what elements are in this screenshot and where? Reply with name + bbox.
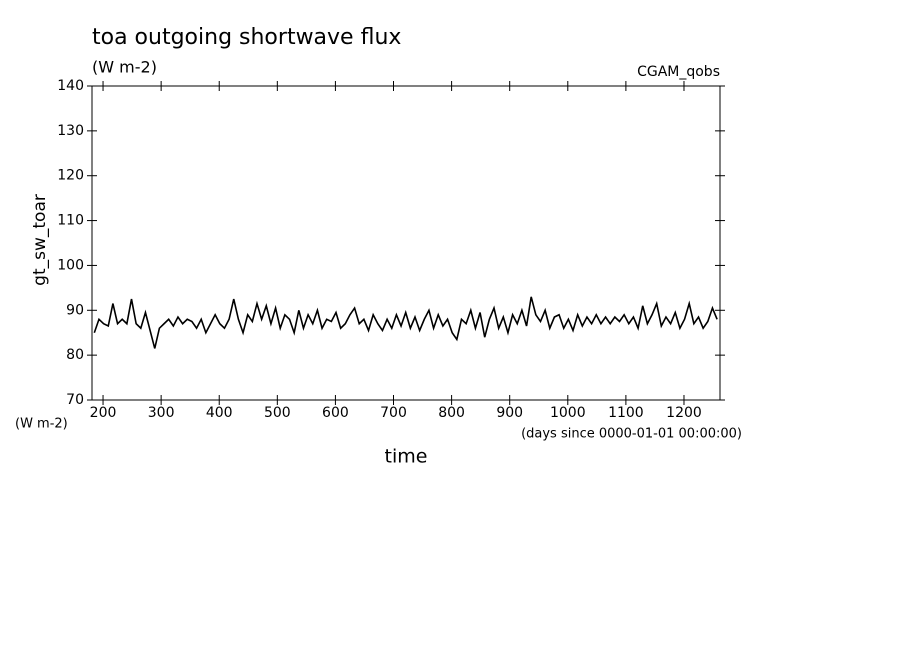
- x-tick-label: 400: [206, 405, 233, 421]
- x-tick-label: 1100: [608, 405, 644, 421]
- y-tick-label: 90: [66, 302, 84, 318]
- y-units: (W m-2): [15, 417, 68, 432]
- x-tick-label: 800: [438, 405, 465, 421]
- y-tick-label: 80: [66, 347, 84, 363]
- y-tick-label: 100: [57, 257, 84, 273]
- x-tick-label: 200: [90, 405, 117, 421]
- x-tick-label: 700: [380, 405, 407, 421]
- y-tick-label: 120: [57, 168, 84, 184]
- plot-frame: [91, 85, 721, 401]
- subtitle: (W m-2): [92, 58, 157, 77]
- y-tick-label: 110: [57, 213, 84, 229]
- x-units: (days since 0000-01-01 00:00:00): [521, 427, 742, 442]
- x-tick-label: 1000: [550, 405, 586, 421]
- data-line: [93, 296, 718, 349]
- x-tick-label: 1200: [666, 405, 702, 421]
- x-tick-label: 500: [264, 405, 291, 421]
- annotation: CGAM_qobs: [637, 64, 720, 80]
- chart-title: toa outgoing shortwave flux: [92, 25, 401, 50]
- y-axis-label: gt_sw_toar: [30, 194, 50, 286]
- y-tick-label: 70: [66, 392, 84, 408]
- x-axis-label: time: [385, 446, 428, 468]
- x-tick-label: 300: [148, 405, 175, 421]
- y-tick-label: 130: [57, 123, 84, 139]
- x-tick-label: 900: [496, 405, 523, 421]
- y-tick-label: 140: [57, 78, 84, 94]
- x-tick-label: 600: [322, 405, 349, 421]
